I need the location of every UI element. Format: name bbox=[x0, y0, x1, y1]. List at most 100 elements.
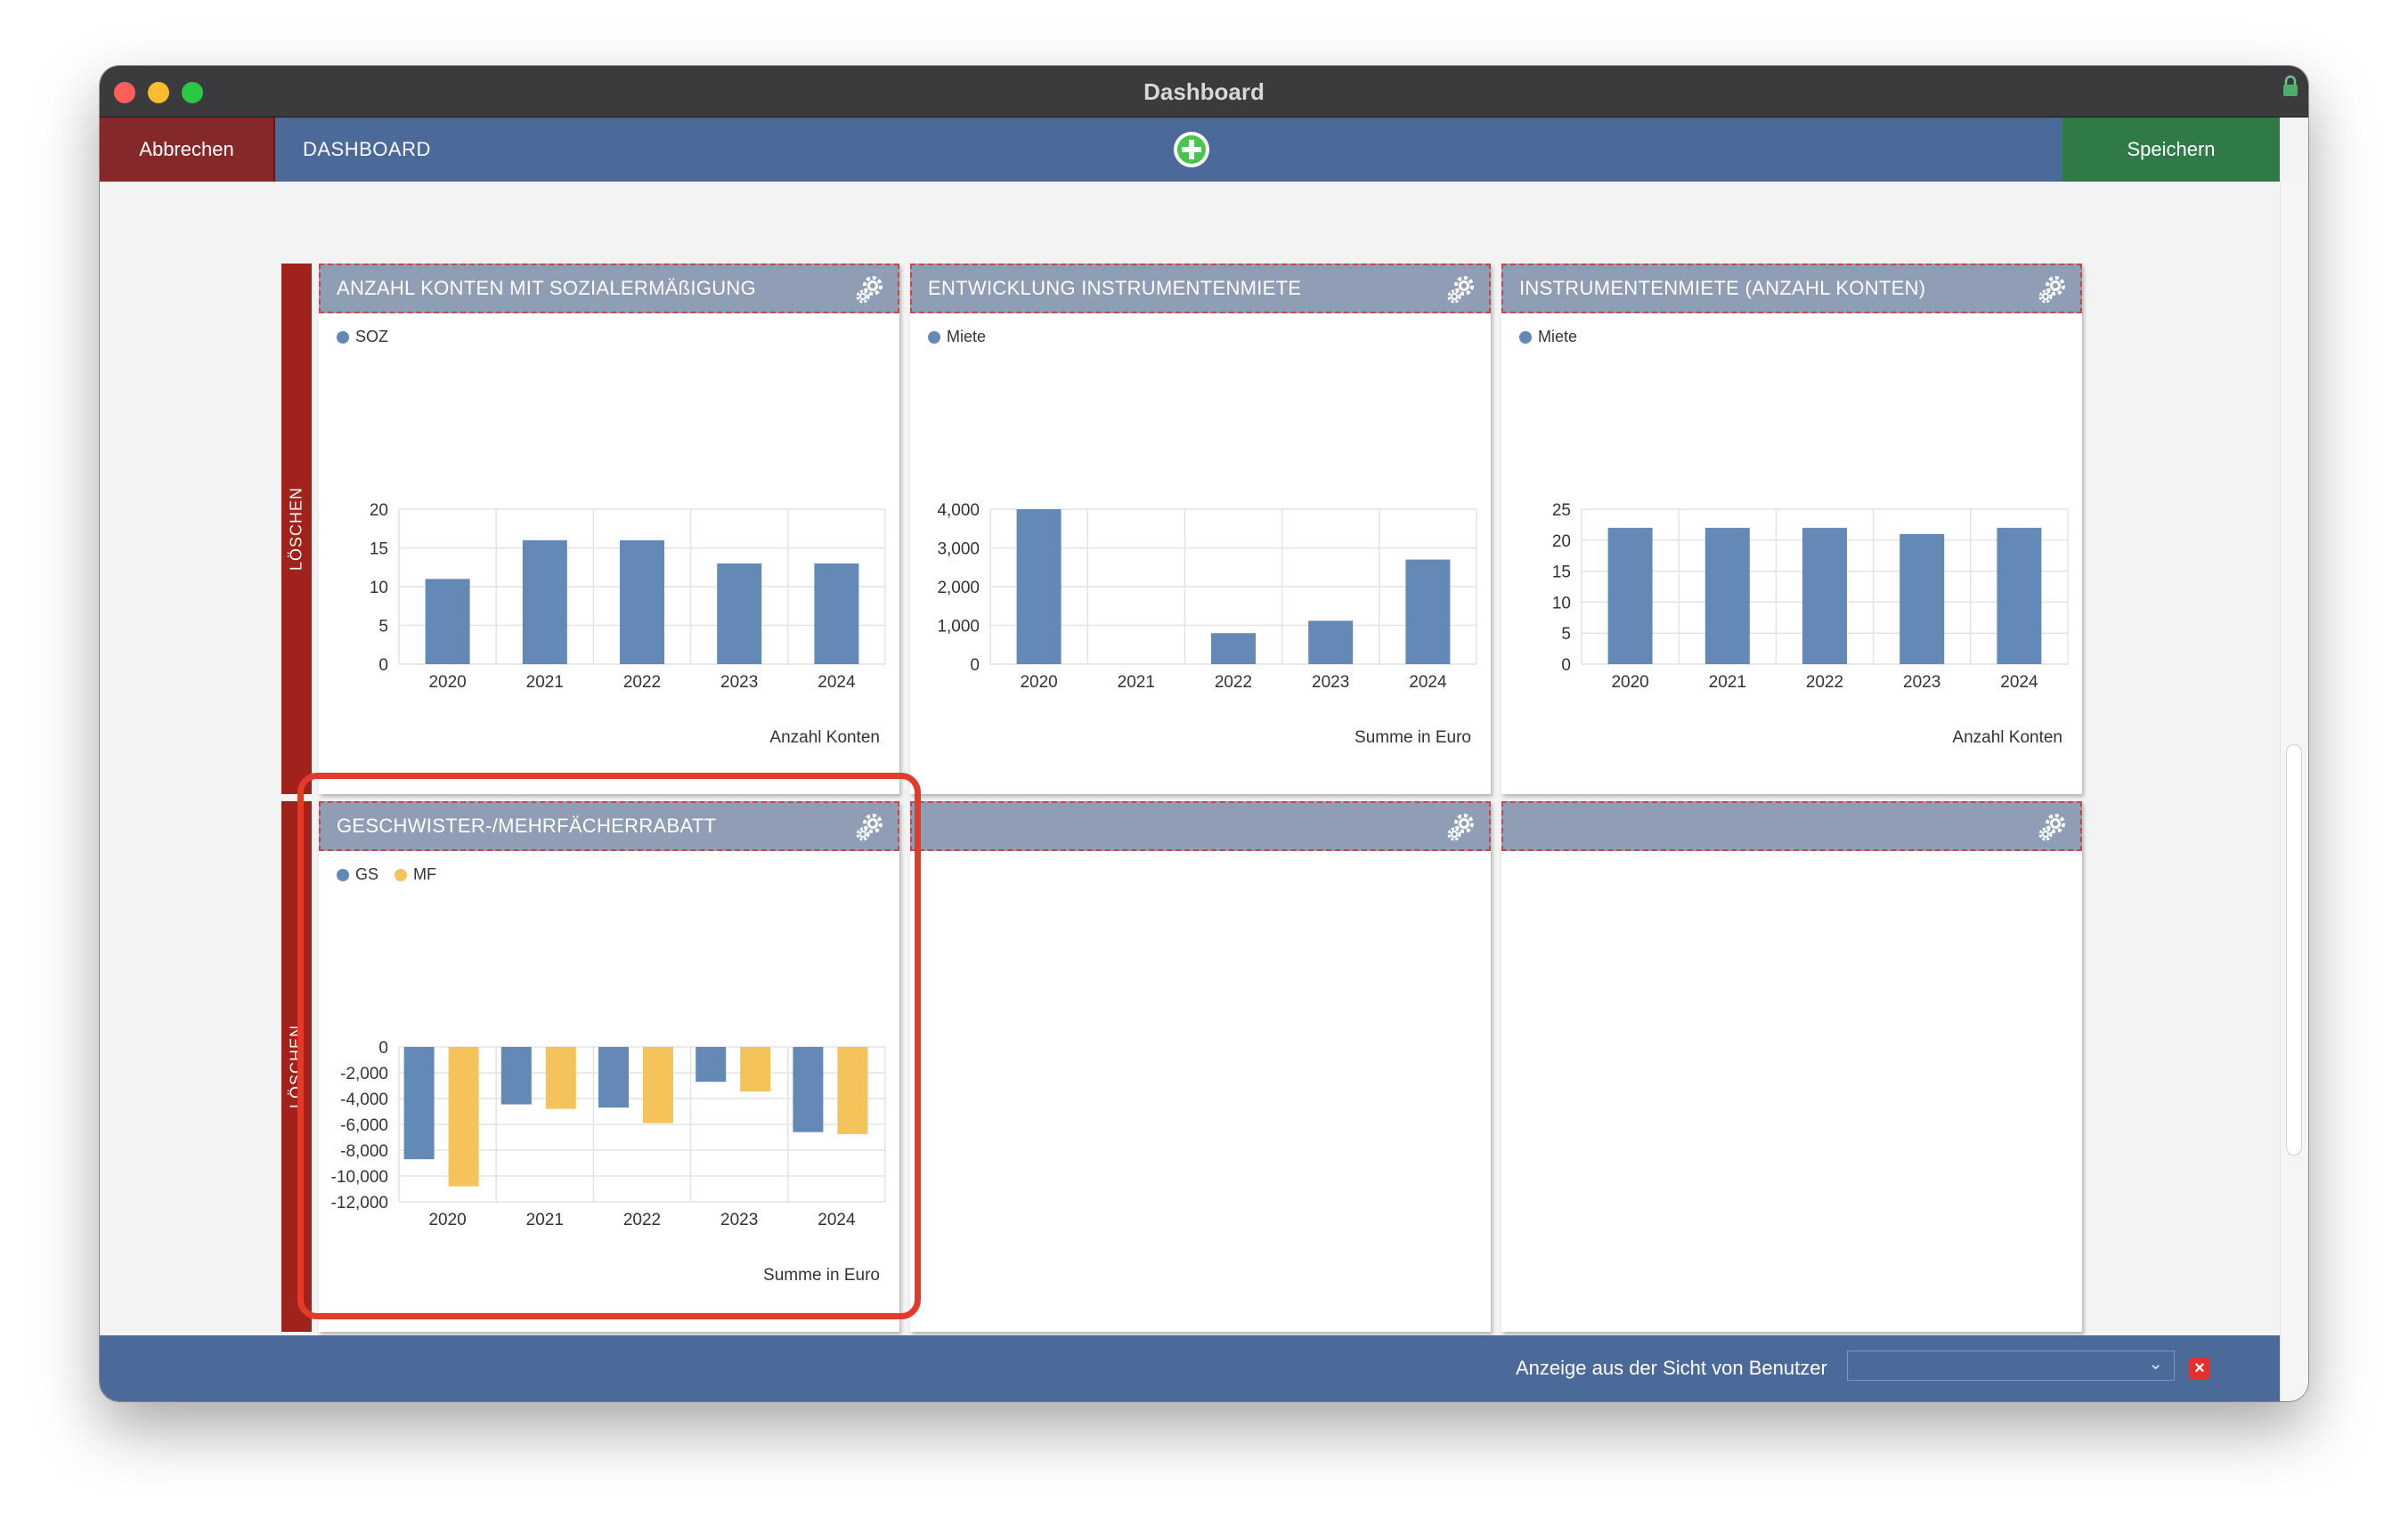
panel-title: ANZAHL KONTEN MIT SOZIALERMÄßIGUNG bbox=[337, 277, 757, 299]
x-tick-label: 2021 bbox=[526, 1211, 564, 1229]
cancel-button[interactable]: Abbrechen bbox=[100, 118, 275, 182]
gear-icon[interactable] bbox=[853, 273, 885, 305]
legend-item: GS bbox=[337, 865, 378, 884]
highlight-annotation bbox=[297, 773, 921, 1319]
y-tick-label: 0 bbox=[378, 1039, 388, 1058]
user-select[interactable]: ⌄ bbox=[1847, 1350, 2175, 1381]
bar bbox=[740, 1047, 771, 1092]
bar bbox=[425, 579, 470, 664]
y-tick-label: 0 bbox=[378, 656, 388, 675]
bar bbox=[814, 563, 859, 664]
axis-label: Summe in Euro bbox=[763, 1266, 880, 1285]
axis-label: Summe in Euro bbox=[1354, 728, 1471, 747]
y-tick-label: -4,000 bbox=[340, 1091, 388, 1109]
y-tick-label: 4,000 bbox=[937, 501, 980, 520]
legend-item: Miete bbox=[1519, 328, 1577, 346]
breadcrumb: DASHBOARD bbox=[303, 138, 431, 160]
bar-chart: -12,000 -10,000 -8,000 -6,000 -4,000 -2,000 0 2… bbox=[331, 1039, 886, 1285]
gear-icon[interactable] bbox=[2036, 811, 2068, 843]
y-tick-label: 1,000 bbox=[937, 618, 980, 637]
bar-chart: 0 5 10 15 20 25 2020 2021 2022 2023 2024 Anzahl Kon… bbox=[1552, 501, 2069, 747]
minimize-window-button[interactable] bbox=[148, 82, 169, 103]
panel-header[interactable]: ANZAHL KONTEN MIT SOZIALERMÄßIGUNG bbox=[319, 264, 899, 313]
y-tick-label: -12,000 bbox=[331, 1194, 388, 1213]
x-tick-label: 2022 bbox=[1215, 673, 1252, 692]
bar bbox=[1607, 527, 1653, 664]
legend-item: SOZ bbox=[337, 328, 388, 346]
x-tick-label: 2022 bbox=[623, 1211, 661, 1229]
y-tick-label: 5 bbox=[1561, 625, 1571, 644]
bar bbox=[1211, 633, 1256, 664]
widget-panel: ENTWICKLUNG INSTRUMENTENMIETE Miete 0 1,0… bbox=[910, 264, 1491, 794]
close-icon[interactable]: × bbox=[2189, 1358, 2210, 1379]
gear-icon[interactable] bbox=[2036, 273, 2068, 305]
x-tick-label: 2024 bbox=[1409, 673, 1447, 692]
bar bbox=[448, 1047, 479, 1187]
y-tick-label: 5 bbox=[378, 618, 388, 637]
y-tick-label: 15 bbox=[370, 540, 388, 559]
x-tick-label: 2024 bbox=[818, 673, 856, 692]
x-tick-label: 2023 bbox=[720, 1211, 758, 1229]
y-tick-label: 10 bbox=[370, 579, 388, 597]
bar bbox=[500, 1047, 532, 1105]
title-bar: Dashboard bbox=[100, 66, 2308, 118]
axis-label: Anzahl Konten bbox=[769, 728, 880, 747]
legend-marker bbox=[1519, 330, 1532, 344]
bar bbox=[696, 1047, 727, 1083]
scrollbar-thumb[interactable] bbox=[2286, 744, 2302, 1156]
panel-header[interactable]: ENTWICKLUNG INSTRUMENTENMIETE bbox=[910, 264, 1491, 313]
bar bbox=[620, 539, 664, 664]
legend-label: SOZ bbox=[355, 328, 389, 345]
panel-header[interactable]: GESCHWISTER-/MEHRFÄCHERRABATT bbox=[319, 801, 899, 851]
bar bbox=[1405, 559, 1451, 664]
close-window-button[interactable] bbox=[114, 82, 135, 103]
bar bbox=[1308, 620, 1354, 664]
widget-panel bbox=[910, 801, 1491, 1332]
x-tick-label: 2021 bbox=[1709, 673, 1746, 692]
zoom-window-button[interactable] bbox=[182, 82, 203, 103]
chart-legend: GS MF bbox=[337, 865, 436, 884]
panel-title: ENTWICKLUNG INSTRUMENTENMIETE bbox=[928, 277, 1302, 299]
legend-item: Miete bbox=[928, 328, 986, 346]
bottom-bar: Anzeige aus der Sicht von Benutzer ⌄ × bbox=[100, 1335, 2280, 1401]
y-tick-label: 20 bbox=[1552, 532, 1571, 551]
bar bbox=[1900, 533, 1945, 664]
x-tick-label: 2020 bbox=[1020, 673, 1057, 692]
y-tick-label: 0 bbox=[1561, 656, 1571, 675]
row-delete-bar[interactable]: LÖSCHEN bbox=[281, 264, 312, 794]
x-tick-label: 2021 bbox=[1118, 673, 1155, 692]
bar bbox=[837, 1047, 868, 1134]
save-button[interactable]: Speichern bbox=[2062, 118, 2280, 182]
panel-header[interactable] bbox=[1501, 801, 2082, 851]
y-tick-label: 15 bbox=[1552, 564, 1571, 582]
widget-panel bbox=[1501, 801, 2082, 1332]
bar bbox=[522, 539, 567, 664]
bar bbox=[1704, 527, 1750, 664]
x-tick-label: 2023 bbox=[720, 673, 758, 692]
bar bbox=[1016, 509, 1062, 664]
legend-marker bbox=[395, 868, 408, 881]
legend-marker bbox=[337, 868, 349, 881]
panel-header[interactable]: INSTRUMENTENMIETE (ANZAHL KONTEN) bbox=[1501, 264, 2082, 313]
x-tick-label: 2022 bbox=[1806, 673, 1843, 692]
legend-label: Miete bbox=[947, 328, 987, 345]
x-tick-label: 2020 bbox=[1611, 673, 1648, 692]
row-delete-bar[interactable]: LÖSCHEN bbox=[281, 801, 312, 1332]
x-tick-label: 2024 bbox=[818, 1211, 856, 1229]
window-title: Dashboard bbox=[1143, 78, 1265, 105]
gear-icon[interactable] bbox=[1444, 273, 1477, 305]
widget-panel: ANZAHL KONTEN MIT SOZIALERMÄßIGUNG SOZ 0… bbox=[319, 264, 899, 794]
bar bbox=[1802, 527, 1847, 664]
legend-label: Miete bbox=[1538, 328, 1578, 345]
scrollbar-track[interactable] bbox=[2280, 182, 2308, 1401]
x-tick-label: 2023 bbox=[1903, 673, 1940, 692]
x-tick-label: 2020 bbox=[428, 673, 466, 692]
bar bbox=[717, 563, 762, 664]
x-tick-label: 2024 bbox=[2000, 673, 2038, 692]
plus-circle-icon[interactable] bbox=[1170, 128, 1213, 171]
x-tick-label: 2022 bbox=[623, 673, 661, 692]
gear-icon[interactable] bbox=[1444, 811, 1477, 843]
x-tick-label: 2023 bbox=[1312, 673, 1349, 692]
chevron-down-icon: ⌄ bbox=[2148, 1354, 2163, 1374]
panel-header[interactable] bbox=[910, 801, 1491, 851]
